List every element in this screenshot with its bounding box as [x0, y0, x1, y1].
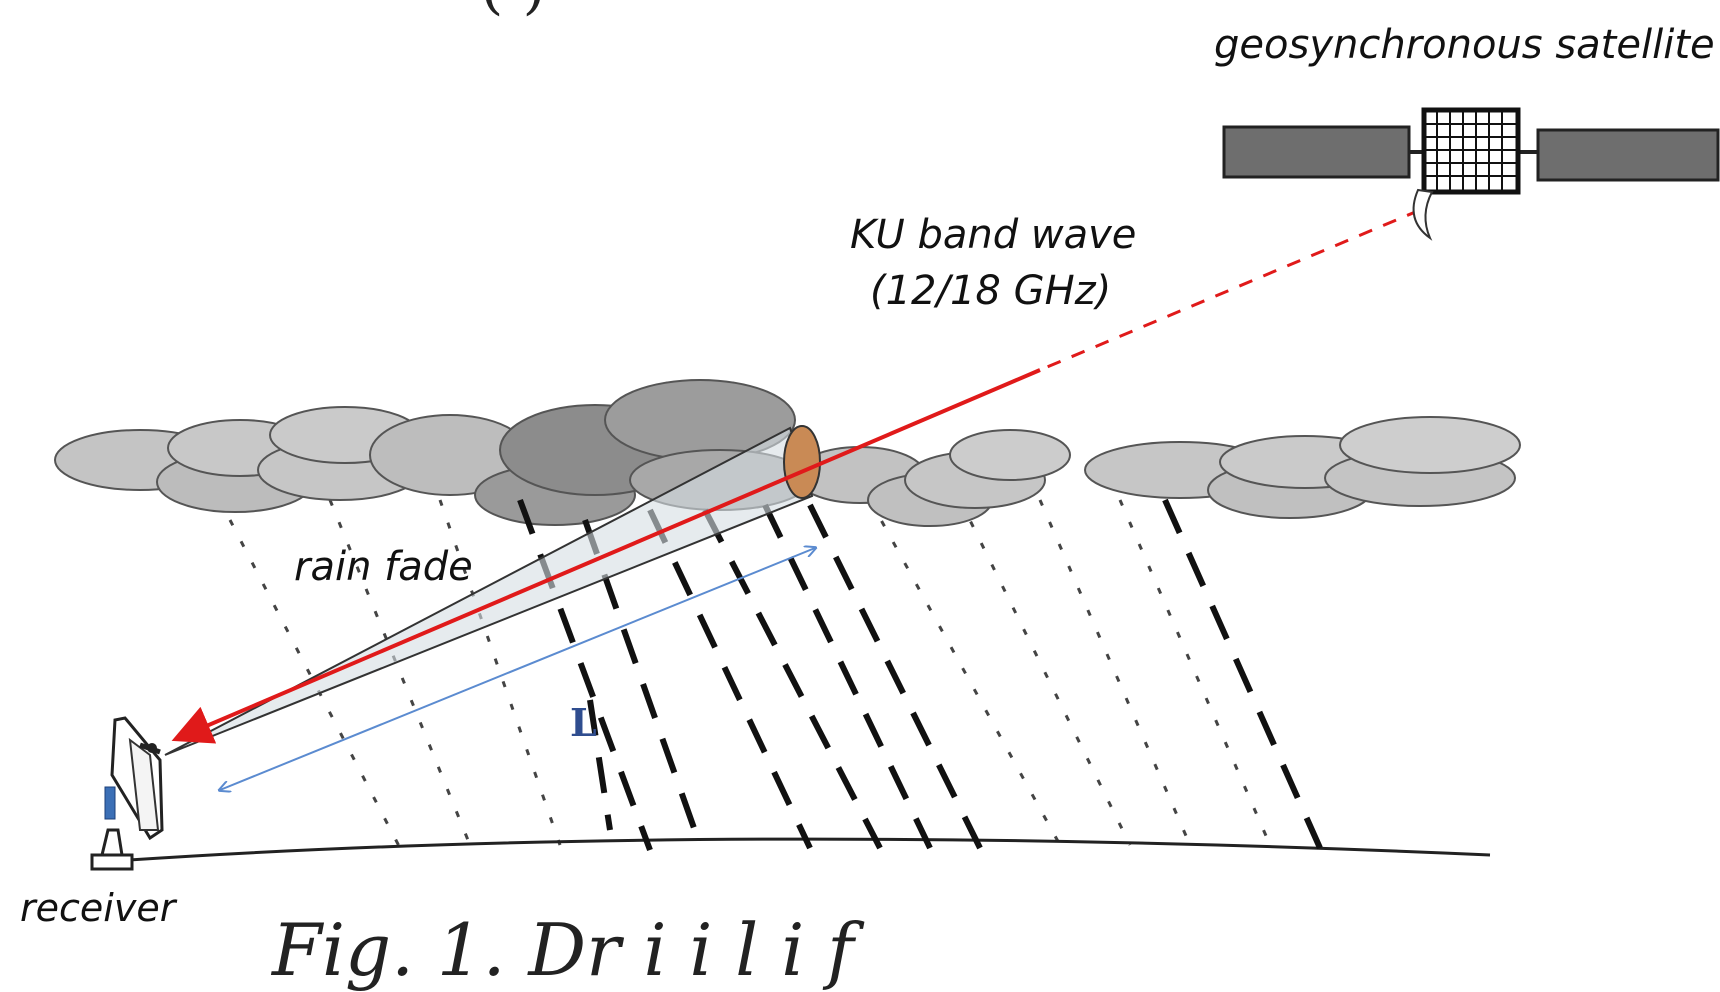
- light-rain-streaks: [228, 499, 1272, 849]
- diagram-canvas: [54, 107, 1720, 871]
- wave-label-line1: KU band wave: [850, 212, 1137, 258]
- caption-fragment: Fig. 1. Dr i i l i f: [272, 908, 854, 992]
- ground-line: [99, 837, 1491, 864]
- signal-beam-dashed: [1039, 208, 1421, 372]
- receiver-dish-icon: [90, 716, 164, 871]
- rain-fade-label: rain fade: [294, 544, 473, 590]
- satellite-label: geosynchronous satellite: [1214, 22, 1715, 68]
- path-length-arrow: [220, 548, 815, 790]
- satellite-icon: [1222, 107, 1720, 241]
- receiver-label: receiver: [20, 886, 176, 930]
- wave-label-line2: (12/18 GHz): [870, 268, 1112, 314]
- top-text-fragment: ( ): [480, 0, 546, 22]
- path-length-label: L: [570, 700, 597, 745]
- rain-fade-entry: [783, 425, 821, 499]
- cloud-bank: [54, 379, 1521, 527]
- signal-beam: [171, 368, 1041, 744]
